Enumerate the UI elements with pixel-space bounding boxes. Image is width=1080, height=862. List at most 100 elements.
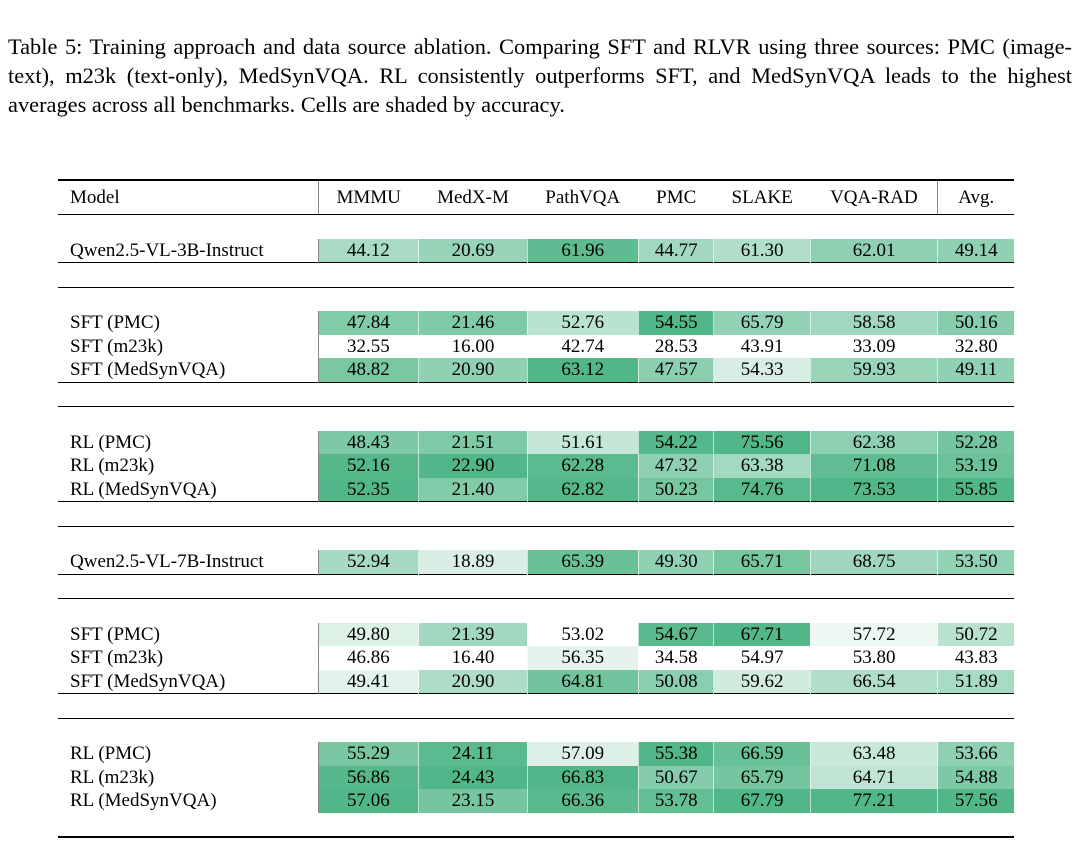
- column-header-avg: Avg.: [937, 179, 1014, 215]
- score-cell-medx-m: 22.90: [418, 454, 528, 478]
- score-cell-pathvqa: 51.61: [527, 430, 639, 454]
- score-cell-vqa-rad: 66.54: [810, 669, 939, 694]
- model-name: SFT (MedSynVQA): [70, 670, 226, 692]
- score-cell-pathvqa: 65.39: [527, 550, 639, 574]
- table-row: SFT (MedSynVQA) 48.82 20.90 63.12 47.57 54.33…: [58, 358, 1014, 382]
- score-cell-slake: 65.79: [713, 311, 811, 335]
- score-cell-pmc: 54.22: [638, 430, 715, 454]
- model-name: RL (PMC): [70, 431, 152, 453]
- table-row: RL (m23k) 52.16 22.90 62.28 47.32 63.38 71.08 5…: [58, 454, 1014, 478]
- model-name: Qwen2.5-VL-7B-Instruct: [70, 551, 264, 572]
- table-row: RL (MedSynVQA) 52.35 21.40 62.82 50.23 74.76 7…: [58, 477, 1014, 502]
- score-cell-slake: 67.71: [713, 622, 811, 646]
- score-cell-avg: 51.89: [937, 669, 1014, 694]
- score-cell-slake: 65.71: [713, 550, 811, 574]
- score-cell-mmmu: 48.82: [317, 358, 420, 382]
- score-cell-mmmu: 47.84: [317, 311, 420, 335]
- score-cell-slake: 65.79: [713, 765, 811, 789]
- model-name: SFT (m23k): [70, 335, 164, 357]
- score-cell-mmmu: 52.35: [317, 477, 420, 502]
- score-cell-pmc: 34.58: [638, 646, 715, 670]
- score-cell-avg: 52.28: [937, 430, 1014, 454]
- score-cell-medx-m: 21.39: [418, 622, 528, 646]
- score-cell-pmc: 28.53: [638, 334, 715, 358]
- table-row: RL (PMC) 55.29 24.11 57.09 55.38 66.59 63.48 53…: [58, 742, 1014, 766]
- row-spacer: [58, 526, 1014, 550]
- score-cell-pmc: 54.55: [638, 311, 715, 335]
- score-cell-slake: 63.38: [713, 454, 811, 478]
- score-cell-medx-m: 18.89: [418, 550, 528, 574]
- table-row: SFT (PMC) 47.84 21.46 52.76 54.55 65.79 58.58 5…: [58, 311, 1014, 335]
- score-cell-vqa-rad: 53.80: [810, 646, 939, 670]
- score-cell-avg: 54.88: [937, 765, 1014, 789]
- score-cell-avg: 53.50: [937, 550, 1014, 574]
- model-name: SFT (PMC): [70, 312, 160, 333]
- group-divider: [58, 381, 1014, 407]
- score-cell-avg: 49.11: [937, 358, 1014, 382]
- score-cell-avg: 49.14: [937, 238, 1014, 263]
- model-name: RL (m23k): [70, 455, 155, 476]
- table-row: SFT (m23k) 46.86 16.40 56.35 34.58 54.97 53.80…: [58, 646, 1014, 670]
- score-cell-avg: 53.19: [937, 454, 1014, 478]
- score-cell-mmmu: 49.41: [317, 669, 420, 694]
- score-cell-medx-m: 21.51: [418, 430, 528, 454]
- score-cell-pathvqa: 53.02: [527, 622, 639, 646]
- column-header-vqa-rad: VQA-RAD: [810, 179, 938, 215]
- score-cell-pmc: 50.67: [638, 765, 715, 789]
- score-cell-vqa-rad: 59.93: [810, 358, 939, 382]
- group-divider: [58, 262, 1014, 288]
- score-cell-mmmu: 52.94: [317, 550, 420, 574]
- row-spacer: [58, 287, 1014, 311]
- score-cell-pathvqa: 66.83: [527, 765, 639, 789]
- table-row: SFT (PMC) 49.80 21.39 53.02 54.67 67.71 57.72 5…: [58, 622, 1014, 646]
- score-cell-pmc: 47.57: [638, 358, 715, 382]
- score-cell-medx-m: 24.11: [418, 742, 528, 766]
- model-name: RL (MedSynVQA): [70, 790, 217, 811]
- score-cell-pmc: 53.78: [638, 789, 715, 813]
- score-cell-pmc: 54.67: [638, 622, 715, 646]
- score-cell-medx-m: 23.15: [418, 789, 528, 813]
- score-cell-vqa-rad: 62.38: [810, 430, 939, 454]
- model-name: Qwen2.5-VL-3B-Instruct: [70, 239, 264, 261]
- row-spacer: [58, 599, 1014, 623]
- score-cell-mmmu: 46.86: [317, 646, 420, 670]
- score-cell-medx-m: 16.40: [418, 646, 528, 670]
- score-cell-vqa-rad: 64.71: [810, 765, 939, 789]
- score-cell-mmmu: 48.43: [317, 430, 420, 454]
- score-cell-pmc: 44.77: [638, 238, 715, 263]
- score-cell-avg: 32.80: [937, 334, 1014, 358]
- score-cell-pathvqa: 57.09: [527, 742, 639, 766]
- score-cell-medx-m: 16.00: [418, 334, 528, 358]
- score-cell-slake: 54.33: [713, 358, 811, 382]
- table-row: RL (PMC) 48.43 21.51 51.61 54.22 75.56 62.38 52…: [58, 430, 1014, 454]
- score-cell-medx-m: 20.90: [418, 669, 528, 694]
- column-header-pmc: PMC: [638, 179, 714, 215]
- model-name: SFT (MedSynVQA): [70, 359, 226, 380]
- model-name: SFT (m23k): [70, 647, 164, 668]
- score-cell-mmmu: 49.80: [317, 622, 420, 646]
- score-cell-pathvqa: 62.28: [527, 454, 639, 478]
- bottom-rule: [58, 836, 1014, 862]
- score-cell-mmmu: 57.06: [317, 789, 420, 813]
- score-cell-slake: 74.76: [713, 477, 811, 502]
- column-header-model: Model: [58, 179, 318, 215]
- score-cell-vqa-rad: 57.72: [810, 622, 939, 646]
- score-cell-mmmu: 52.16: [317, 454, 420, 478]
- score-cell-pathvqa: 63.12: [527, 358, 639, 382]
- score-cell-vqa-rad: 68.75: [810, 550, 939, 574]
- score-cell-slake: 61.30: [713, 238, 811, 263]
- score-cell-pmc: 55.38: [638, 742, 715, 766]
- score-cell-pathvqa: 66.36: [527, 789, 639, 813]
- results-table: Model MMMU MedX-M PathVQA PMC SLAKE VQA-…: [58, 179, 1014, 862]
- group-divider: [58, 501, 1014, 527]
- score-cell-vqa-rad: 33.09: [810, 334, 939, 358]
- score-cell-pmc: 49.30: [638, 550, 715, 574]
- column-header-mmmu: MMMU: [317, 179, 419, 215]
- table-caption: Table 5: Training approach and data sour…: [8, 34, 1072, 117]
- model-name: RL (m23k): [70, 766, 155, 788]
- score-cell-pmc: 50.08: [638, 669, 715, 694]
- header-row: Model MMMU MedX-M PathVQA PMC SLAKE VQA-…: [58, 179, 1014, 215]
- table-row: Qwen2.5-VL-7B-Instruct 52.94 18.89 65.39 49.…: [58, 550, 1014, 574]
- score-cell-avg: 55.85: [937, 477, 1014, 502]
- table-row: Qwen2.5-VL-3B-Instruct 44.12 20.69 61.96 44.…: [58, 238, 1014, 263]
